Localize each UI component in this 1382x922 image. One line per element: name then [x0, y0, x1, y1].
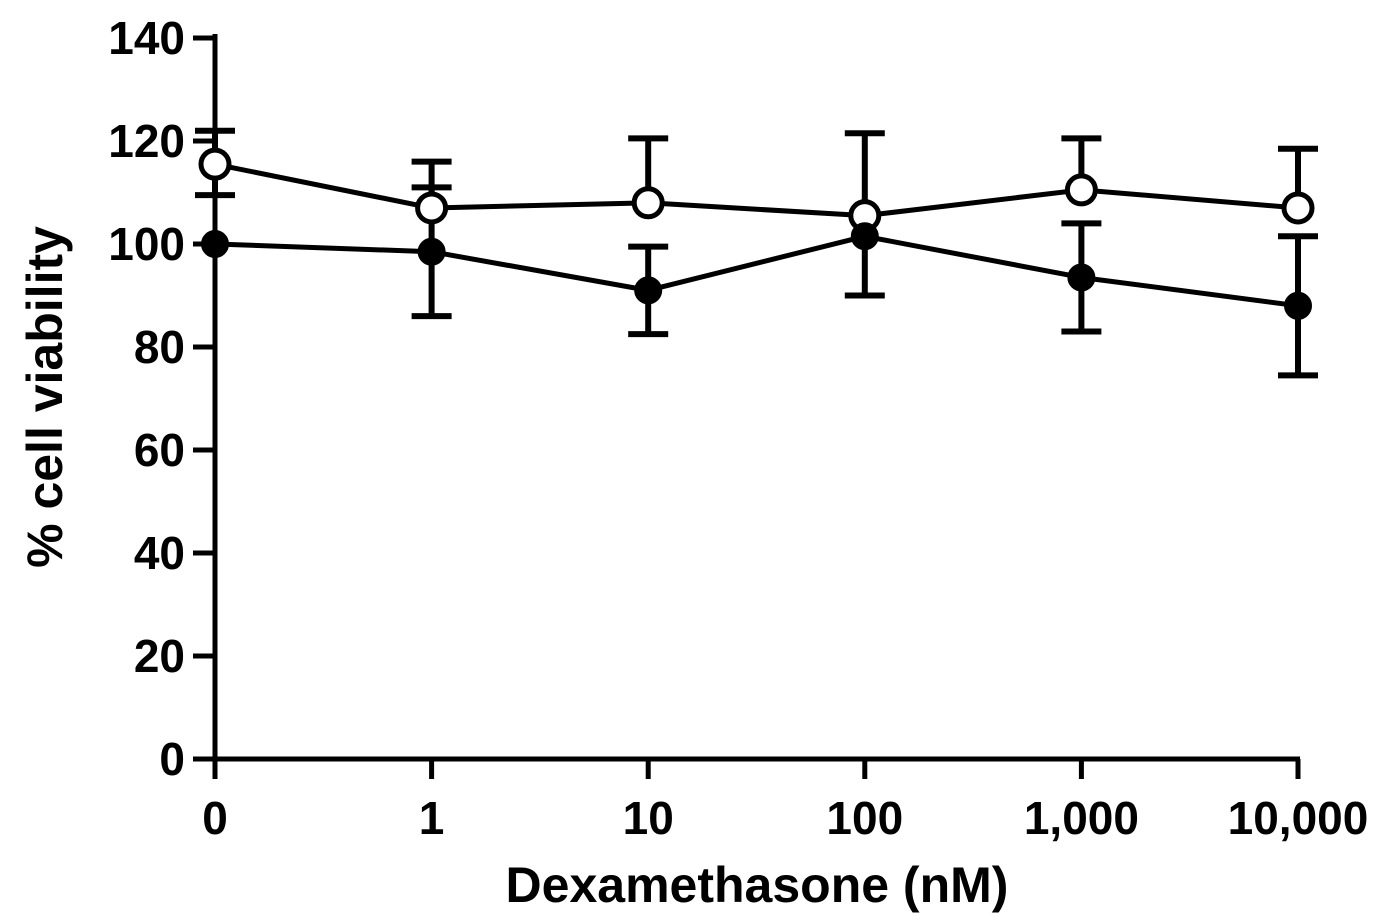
series-markers: [198, 147, 1315, 320]
error-bars: [195, 127, 1318, 379]
x-tick-label: 1,000: [1024, 792, 1139, 844]
y-tick-label: 80: [134, 321, 185, 373]
data-point-filled-circle: [850, 222, 879, 251]
series-lines: [214, 161, 1299, 309]
y-tick-label: 60: [134, 424, 185, 476]
data-point-filled-circle: [1284, 291, 1312, 320]
data-point-open-circle: [198, 147, 232, 181]
data-point-filled-circle: [634, 276, 663, 305]
y-tick-label: 140: [108, 12, 185, 64]
y-tick-label: 40: [134, 527, 185, 579]
x-tick-label: 1: [419, 792, 445, 844]
x-tick-label: 10: [623, 792, 674, 844]
series-line-open-circle: [214, 161, 1299, 219]
data-point-open-circle: [1281, 191, 1315, 225]
y-tick-label: 0: [159, 733, 185, 785]
x-tick-label: 100: [826, 792, 903, 844]
y-tick-label: 100: [108, 218, 185, 270]
data-point-filled-circle: [201, 230, 229, 258]
y-axis-title: % cell viability: [17, 226, 73, 568]
x-tick-label: 0: [202, 792, 228, 844]
data-point-filled-circle: [1067, 263, 1096, 292]
data-point-filled-circle: [417, 237, 446, 266]
data-point-open-circle: [1064, 173, 1098, 207]
series-line-filled-circle: [214, 233, 1299, 309]
y-tick-label: 20: [134, 630, 185, 682]
data-point-open-circle: [415, 191, 449, 225]
axes: [193, 34, 1301, 779]
tick-labels: 0 20 40 60 80 100 120 140 0 1 10 100 1,000 10,000: [108, 12, 1368, 844]
x-axis-title: Dexamethasone (nM): [506, 857, 1009, 913]
x-tick-label: 10,000: [1228, 792, 1369, 844]
data-point-open-circle: [631, 186, 665, 220]
y-tick-label: 120: [108, 115, 185, 167]
